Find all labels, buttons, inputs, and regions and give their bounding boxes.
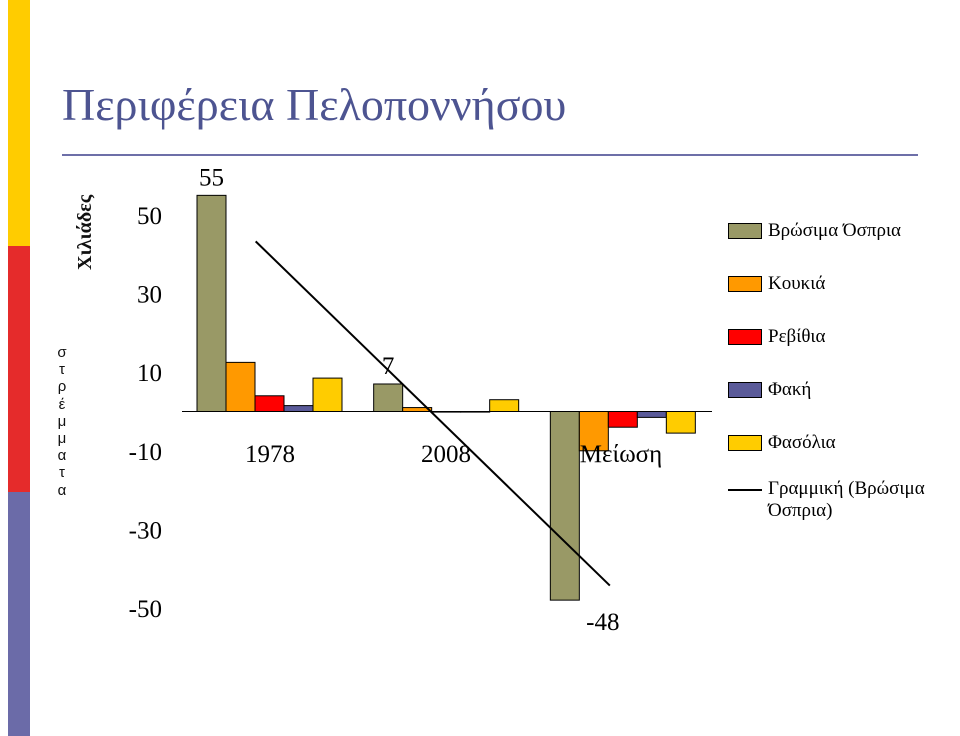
side-letter: μ (57, 430, 67, 448)
legend-label: Ρεβίθια (768, 326, 826, 347)
side-letter: τ (59, 464, 65, 482)
decor-strip-yellow (8, 0, 30, 246)
bar-3-2 (431, 411, 462, 413)
side-letter: α (57, 481, 67, 499)
legend-swatch (728, 382, 762, 398)
category-label: 2008 (421, 441, 471, 468)
bar-4-1 (283, 405, 314, 413)
bar-1-2 (373, 383, 404, 412)
bar-5-2 (489, 399, 520, 412)
side-letter: έ (58, 395, 66, 413)
y-tick-label: -10 (129, 439, 162, 466)
bar-5-3 (665, 411, 696, 434)
title-underline (62, 154, 918, 156)
side-letter: μ (57, 412, 67, 430)
side-letter: ρ (57, 378, 67, 396)
legend-label: Κουκιά (768, 273, 826, 294)
legend-swatch (728, 223, 762, 239)
y-tick-label: -50 (129, 596, 162, 623)
legend-label: Βρώσιμα Όσπρια (768, 220, 902, 241)
bar-5-1 (312, 377, 343, 412)
legend-swatch (728, 276, 762, 292)
bar-2-2 (402, 407, 433, 413)
legend-label: Φακή (768, 379, 812, 400)
category-label: Μείωση (580, 441, 662, 468)
bar-4-2 (460, 411, 491, 413)
side-letter: α (57, 447, 67, 465)
category-label: 1978 (245, 441, 295, 468)
trendline (254, 240, 611, 587)
legend-label-trendline: Γραμμική (Βρώσιμα Όσπρια) (768, 478, 925, 521)
legend-label: Φασόλια (768, 432, 836, 453)
page-title: Περιφέρεια Πελοποννήσου (62, 79, 567, 130)
bar-1-1 (196, 194, 227, 412)
bar-4-3 (636, 411, 667, 418)
data-label: -48 (586, 609, 619, 636)
y-tick-label: -30 (129, 517, 162, 544)
y-tick-label: 50 (137, 203, 162, 230)
legend-swatch (728, 329, 762, 345)
legend-swatch (728, 435, 762, 451)
side-letter: τ (59, 361, 65, 379)
decor-strip-red (8, 246, 30, 492)
decor-strip-blue (8, 492, 30, 736)
bar-1-3 (549, 411, 580, 601)
bar-2-1 (225, 361, 256, 412)
legend-line (728, 489, 762, 491)
bar-3-1 (254, 395, 285, 412)
side-letter: σ (57, 344, 67, 361)
y-tick-label: 10 (137, 360, 162, 387)
bar-2-3 (578, 411, 609, 452)
y-tick-label: 30 (137, 282, 162, 309)
bar-3-3 (607, 411, 638, 428)
data-label: 55 (199, 164, 224, 191)
